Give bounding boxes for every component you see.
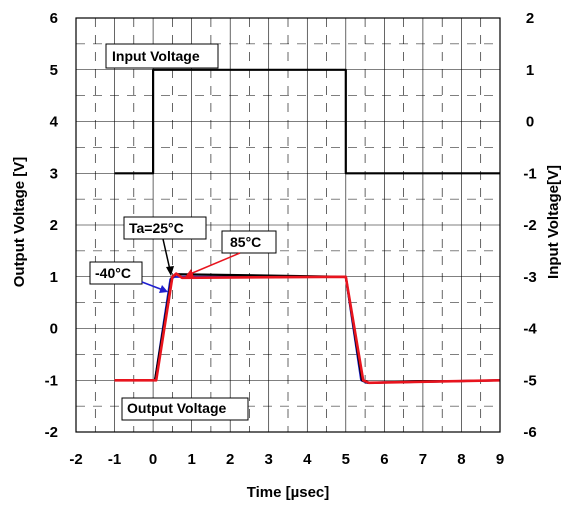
y-right-tick-label: -4 [523, 321, 537, 338]
arrowhead-m40 [159, 285, 168, 293]
anno-box-m40 [89, 261, 143, 285]
y-left-tick-label: 3 [50, 165, 58, 182]
anno-m40: -40°C [95, 265, 131, 281]
arrow-m40 [141, 281, 164, 291]
x-tick-label: 8 [457, 451, 465, 468]
anno-box-output [121, 397, 249, 421]
x-tick-label: 9 [496, 451, 504, 468]
arrow-t85 [189, 252, 241, 275]
y-right-tick-label: -2 [523, 217, 536, 234]
arrowhead-t85 [185, 269, 194, 277]
tick-labels: -2 -1 0 1 2 3 4 5 6 7 8 9 -2 -1 0 1 2 3 4 5 6 -6 -5 -4 -3 -2 -1 0 1 2 [45, 10, 538, 468]
x-tick-label: 0 [149, 451, 157, 468]
y-left-tick-label: -2 [45, 424, 58, 441]
y-left-tick-label: 2 [50, 217, 58, 234]
y-right-tick-label: -5 [523, 372, 536, 389]
x-tick-label: 3 [265, 451, 273, 468]
y-right-tick-label: 1 [526, 62, 534, 79]
x-tick-label: 4 [303, 451, 312, 468]
series-lines [114, 68, 501, 385]
anno-t85: 85°C [230, 234, 261, 250]
anno-output-voltage: Output Voltage [127, 400, 226, 416]
arrow-ta25 [162, 238, 171, 271]
x-tick-label: 2 [226, 451, 234, 468]
series-line-85-c [114, 272, 501, 385]
series-line-input-voltage [114, 68, 500, 175]
anno-box-ta25 [123, 216, 207, 240]
x-tick-label: 5 [342, 451, 350, 468]
y-left-tick-label: 5 [50, 62, 58, 79]
y-left-tick-label: -1 [45, 372, 58, 389]
anno-box-input [105, 43, 219, 69]
x-axis-title: Time [µsec] [247, 484, 330, 501]
x-tick-label: -2 [69, 451, 82, 468]
x-tick-label: 6 [380, 451, 388, 468]
y-right-tick-label: 0 [526, 114, 534, 131]
x-tick-label: 7 [419, 451, 427, 468]
y-left-tick-label: 6 [50, 10, 58, 27]
right-axis-title: Input Voltage[V] [545, 165, 562, 279]
anno-input-voltage: Input Voltage [112, 48, 200, 64]
left-axis-title: Output Voltage [V] [11, 157, 28, 288]
y-right-tick-label: 2 [526, 10, 534, 27]
anno-ta25: Ta=25°C [129, 220, 184, 236]
y-left-tick-label: 0 [50, 321, 58, 338]
y-left-tick-label: 1 [50, 269, 58, 286]
x-tick-label: 1 [187, 451, 195, 468]
arrowhead-ta25 [166, 266, 174, 276]
y-left-tick-label: 4 [50, 114, 59, 131]
y-right-tick-label: -6 [523, 424, 536, 441]
y-right-tick-label: -3 [523, 269, 536, 286]
anno-box-t85 [221, 230, 277, 254]
x-tick-label: -1 [108, 451, 121, 468]
plot-frame [75, 17, 501, 433]
annotations: Input Voltage Output Voltage Ta=25°C -40… [89, 43, 277, 421]
y-right-tick-label: -1 [523, 165, 536, 182]
